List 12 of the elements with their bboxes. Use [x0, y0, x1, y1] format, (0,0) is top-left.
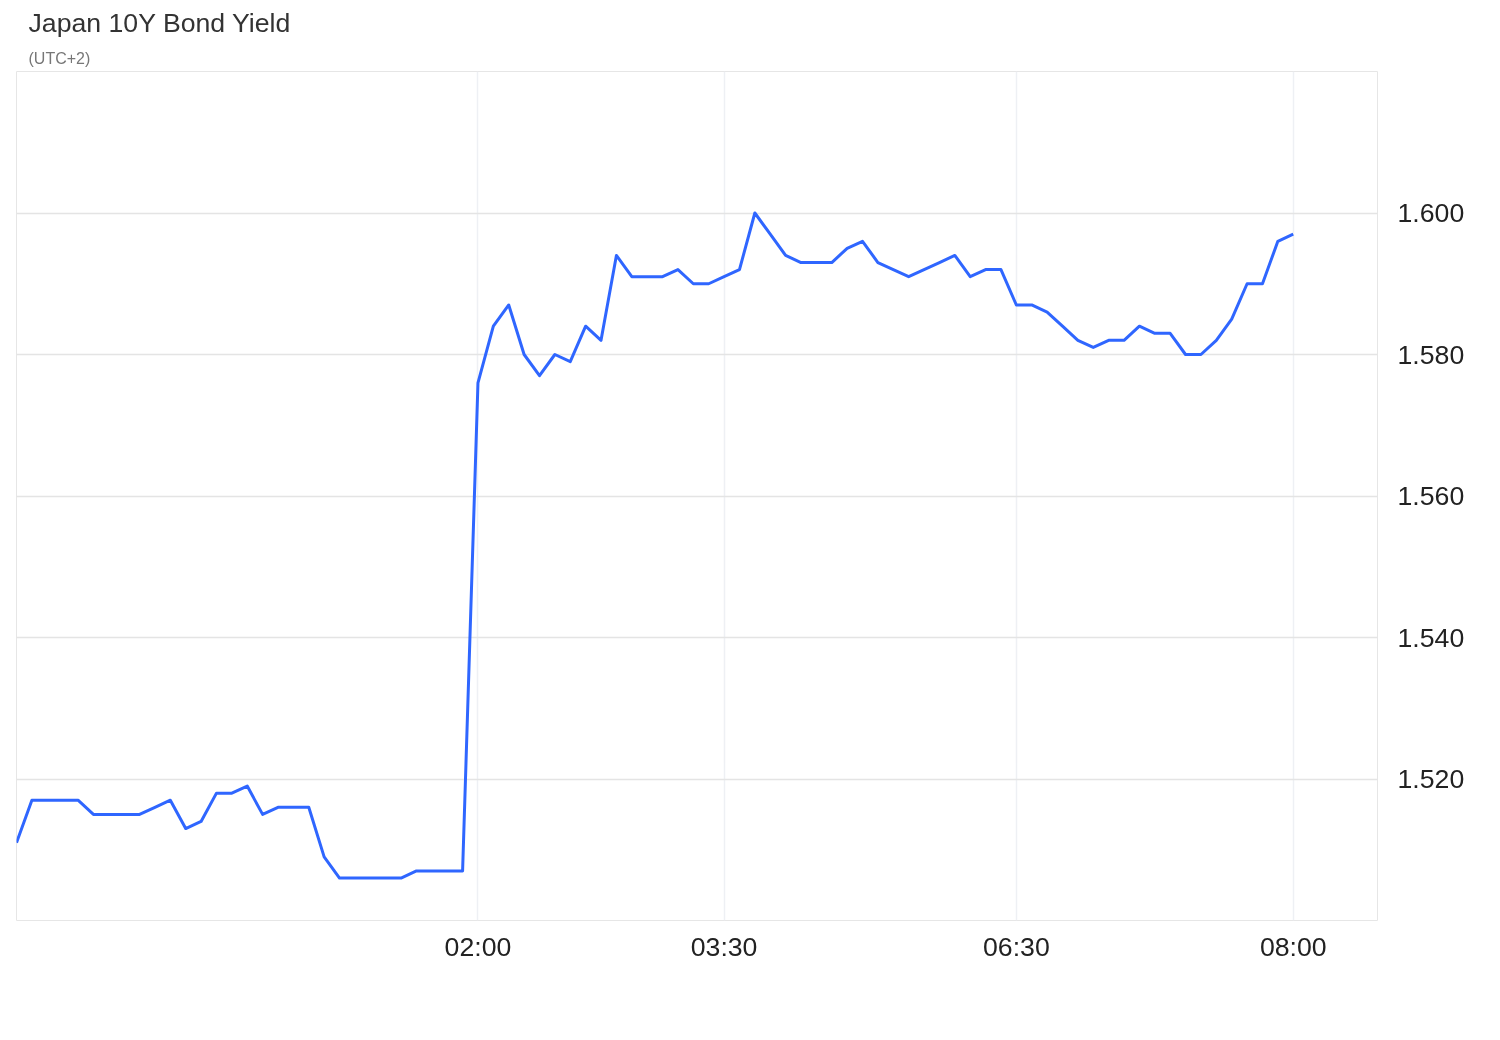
y-tick-label: 1.560 [1397, 481, 1465, 511]
y-tick-label: 1.520 [1397, 764, 1465, 794]
chart-title: Japan 10Y Bond Yield [28, 7, 291, 38]
x-tick-label: 03:30 [690, 931, 758, 962]
chart-subtitle: (UTC+2) [28, 49, 91, 67]
x-tick-label: 02:00 [444, 931, 512, 962]
x-tick-label: 08:00 [1259, 931, 1327, 962]
y-tick-label: 1.540 [1397, 622, 1465, 653]
x-tick-label: 06:30 [983, 931, 1050, 962]
line-series [16, 211, 1295, 880]
y-tick-label: 1.580 [1397, 339, 1465, 370]
y-tick-label: 1.600 [1397, 198, 1465, 228]
